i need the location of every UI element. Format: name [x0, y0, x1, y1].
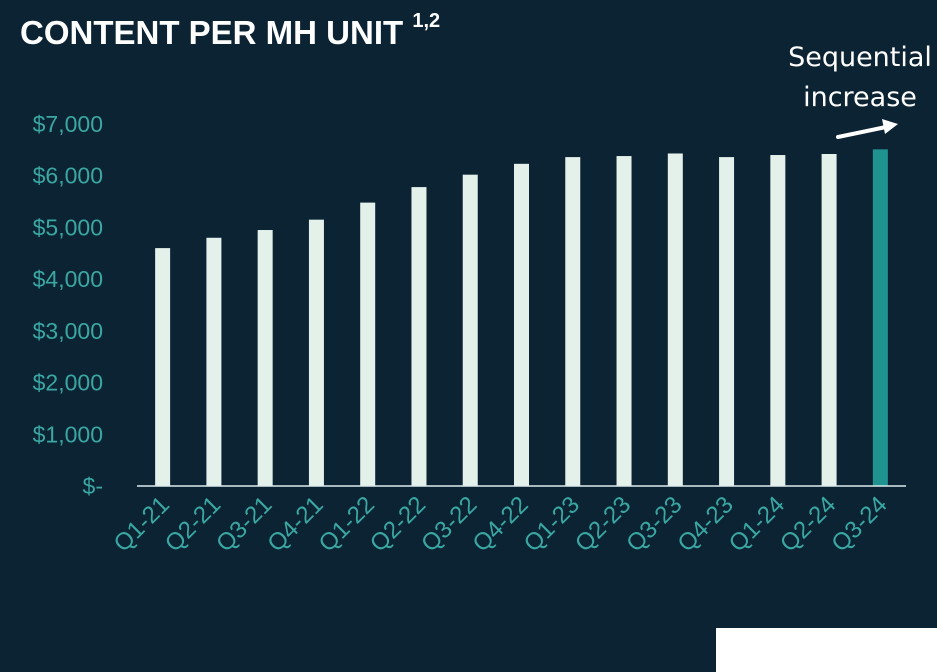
y-tick-label: $5,000 [33, 214, 103, 240]
x-tick-label: Q1-21 [109, 491, 175, 557]
chart-title-text: CONTENT PER MH UNIT [20, 14, 404, 51]
bar-q3-22 [462, 174, 478, 486]
x-tick-label: Q4-23 [673, 491, 739, 557]
bar-chart: $- $1,000 $2,000 $3,000 $4,000 $5,000 $6,000 $7… [33, 111, 906, 557]
y-tick-label: $2,000 [33, 370, 103, 396]
x-tick-label: Q1-22 [314, 491, 380, 557]
y-tick-label: $7,000 [33, 111, 103, 137]
y-tick-label: $- [83, 473, 103, 499]
chart-title: CONTENT PER MH UNIT 1,2 [20, 10, 440, 52]
bar-q3-21 [257, 230, 273, 486]
x-tick-label: Q3-23 [621, 491, 687, 557]
y-tick-label: $1,000 [33, 421, 103, 447]
y-axis-ticks: $- $1,000 $2,000 $3,000 $4,000 $5,000 $6,000 $7… [33, 111, 103, 499]
arrow-up-right-icon [836, 119, 898, 139]
bar-q2-22 [411, 187, 427, 486]
bar-q2-21 [206, 237, 222, 486]
bar-q4-22 [514, 163, 529, 486]
x-tick-label: Q4-22 [467, 491, 533, 557]
sequential-increase-annotation: Sequential increase [780, 38, 937, 118]
x-axis-ticks: Q1-21Q2-21Q3-21Q4-21Q1-22Q2-22Q3-22Q4-22… [109, 491, 893, 557]
bars [155, 149, 888, 486]
bar-q4-21 [308, 219, 324, 486]
y-tick-label: $3,000 [33, 318, 103, 344]
corner-frame [716, 628, 937, 672]
bar-q2-24 [821, 153, 837, 486]
title-footnote: 1,2 [412, 10, 441, 32]
x-tick-label: Q3-21 [211, 491, 277, 557]
x-tick-label: Q4-21 [262, 491, 328, 557]
bar-q4-23 [719, 157, 735, 486]
y-tick-label: $4,000 [33, 266, 103, 292]
x-tick-label: Q3-24 [826, 491, 892, 557]
bar-q1-24 [770, 155, 786, 486]
bar-q1-22 [360, 202, 376, 486]
x-tick-label: Q1-24 [724, 491, 790, 557]
x-tick-label: Q2-23 [570, 491, 636, 557]
bar-q3-24 [872, 149, 888, 486]
x-tick-label: Q2-22 [365, 491, 431, 557]
x-tick-label: Q2-24 [775, 491, 841, 557]
annotation-line-1: Sequential [788, 42, 932, 73]
bar-q2-23 [616, 156, 632, 486]
y-tick-label: $6,000 [33, 163, 103, 189]
annotation-line-2: increase [803, 82, 917, 113]
bar-q1-21 [155, 248, 171, 486]
bar-q3-23 [667, 153, 683, 486]
x-tick-label: Q2-21 [160, 491, 226, 557]
x-tick-label: Q1-23 [519, 491, 585, 557]
x-tick-label: Q3-22 [416, 491, 482, 557]
bar-q1-23 [565, 157, 581, 486]
